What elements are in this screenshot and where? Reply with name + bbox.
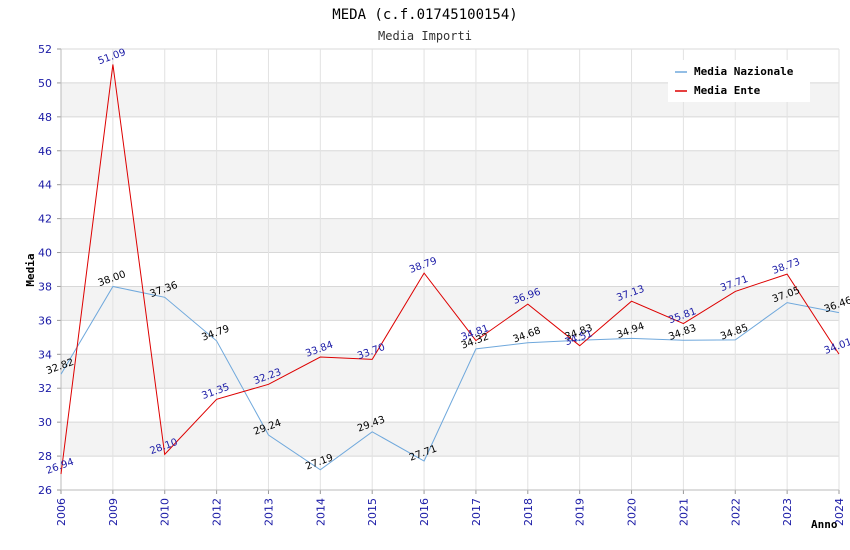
data-label: 38.73: [771, 257, 802, 277]
y-tick-label: 40: [38, 247, 52, 260]
x-tick-label: 2020: [626, 498, 639, 526]
legend-label-media-nazionale: Media Nazionale: [694, 65, 794, 78]
chart-subtitle: Media Importi: [378, 29, 472, 43]
x-tick-label: 2010: [159, 498, 172, 526]
grid-band: [61, 218, 839, 253]
x-tick-label: 2023: [781, 498, 794, 526]
x-tick-label: 2014: [314, 498, 327, 526]
y-tick-label: 46: [38, 145, 52, 158]
data-label: 51.09: [97, 47, 128, 67]
y-tick-label: 50: [38, 77, 52, 90]
x-tick-label: 2022: [729, 498, 742, 526]
legend: Media Nazionale Media Ente: [668, 60, 810, 102]
y-tick-label: 32: [38, 382, 52, 395]
series-line-media-ente: [60, 64, 840, 475]
legend-box: [668, 60, 810, 102]
grid-band: [61, 150, 839, 185]
data-label: 38.79: [408, 256, 439, 276]
x-tick-label: 2006: [55, 498, 68, 526]
y-tick-label: 34: [38, 348, 52, 361]
grid-lines: [60, 48, 840, 491]
x-tick-label: 2009: [107, 498, 120, 526]
x-tick-label: 2013: [262, 498, 275, 526]
chart-title: MEDA (c.f.01745100154): [332, 7, 517, 23]
x-tick-label: 2015: [366, 498, 379, 526]
series-lines: [60, 64, 840, 475]
x-tick-label: 2018: [522, 498, 535, 526]
y-axis-label: Media: [24, 253, 37, 286]
y-tick-labels: 26 28 30 32 34 36 38 40 42 44 46 48 50 52: [38, 43, 52, 497]
y-tick-label: 52: [38, 43, 52, 56]
y-tick-label: 48: [38, 111, 52, 124]
grid-band: [61, 354, 839, 389]
x-tick-label: 2024: [833, 498, 846, 526]
x-tick-labels: 2006 2009 2010 2012 2013 2014 2015 2016 2017 2018…: [55, 498, 846, 526]
y-tick-label: 36: [38, 314, 52, 327]
y-tick-label: 38: [38, 280, 52, 293]
y-tick-label: 44: [38, 179, 52, 192]
x-tick-label: 2016: [418, 498, 431, 526]
y-tick-label: 42: [38, 213, 52, 226]
x-axis-label: Anno: [811, 518, 838, 531]
x-tick-label: 2019: [574, 498, 587, 526]
y-tick-label: 30: [38, 416, 52, 429]
y-tick-label: 26: [38, 484, 52, 497]
grid-band: [61, 286, 839, 321]
grid-bands: [61, 82, 839, 457]
grid-band: [61, 422, 839, 457]
x-tick-label: 2012: [211, 498, 224, 526]
x-tick-label: 2017: [470, 498, 483, 526]
x-tick-label: 2021: [677, 498, 690, 526]
y-tick-label: 28: [38, 450, 52, 463]
series-line-media-nazionale: [60, 285, 840, 471]
legend-label-media-ente: Media Ente: [694, 84, 761, 97]
axes: [57, 48, 840, 494]
